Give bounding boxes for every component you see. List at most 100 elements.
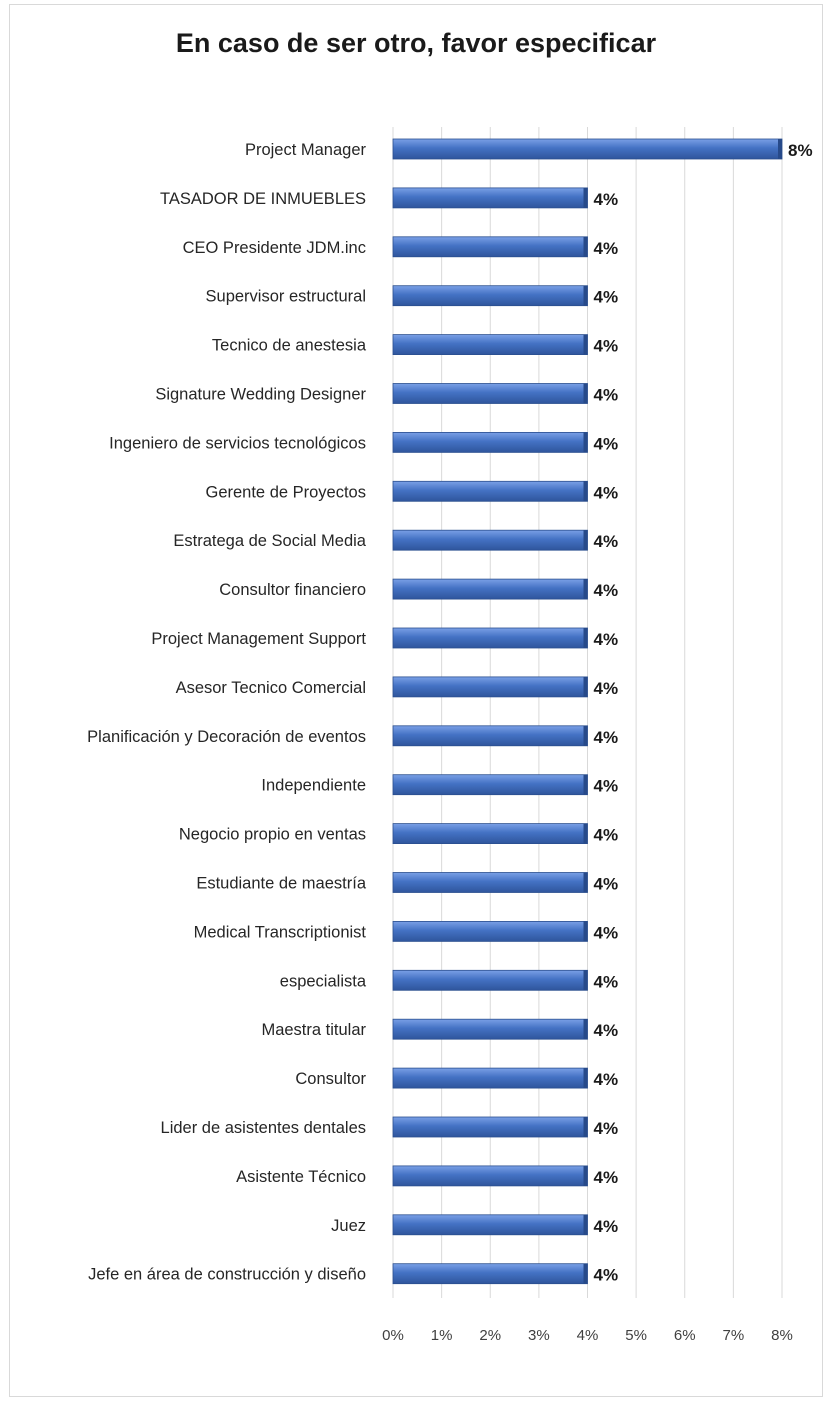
category-labels: Project Manager TASADOR DE INMUEBLES CEO P… — [87, 141, 367, 1284]
bar-end-face — [583, 872, 588, 893]
data-label: 4% — [594, 337, 619, 356]
bar-end-face — [583, 187, 588, 208]
bar-end-face — [583, 1019, 588, 1040]
category-label: Lider de asistentes dentales — [161, 1119, 366, 1137]
gridlines — [392, 127, 783, 1298]
category-label: CEO Presidente JDM.inc — [183, 239, 366, 257]
category-label: Consultor financiero — [219, 581, 366, 599]
data-label: 4% — [594, 972, 619, 991]
bar — [392, 334, 588, 356]
category-label: Supervisor estructural — [206, 288, 366, 306]
data-label: 4% — [594, 1070, 619, 1089]
bar — [392, 823, 588, 844]
category-label: Maestra titular — [261, 1021, 366, 1039]
data-label: 4% — [594, 826, 619, 845]
data-label: 4% — [594, 434, 619, 453]
bar — [392, 431, 588, 453]
bar — [392, 921, 588, 942]
bar-end-face — [583, 285, 588, 306]
bar — [392, 676, 588, 698]
bar — [392, 1214, 588, 1236]
category-label: Ingeniero de servicios tecnológicos — [109, 434, 366, 452]
bar-end-face — [583, 1165, 588, 1186]
bar — [392, 774, 588, 796]
bar-end-face — [583, 725, 588, 746]
bar — [392, 187, 588, 209]
data-label: 4% — [594, 923, 619, 942]
data-label: 4% — [594, 1021, 619, 1040]
bar — [392, 627, 588, 649]
bar — [392, 529, 588, 551]
data-label: 4% — [594, 728, 619, 747]
bar — [392, 138, 783, 160]
data-label: 4% — [594, 581, 619, 600]
bar-end-face — [583, 1214, 588, 1235]
data-label: 8% — [788, 141, 813, 160]
data-label: 4% — [594, 875, 619, 894]
category-label: Estudiante de maestría — [196, 875, 367, 893]
bar-end-face — [583, 432, 588, 453]
category-label: Project Manager — [245, 141, 367, 159]
x-tick-label: 4% — [577, 1327, 599, 1344]
bar — [392, 236, 588, 258]
category-label: Juez — [331, 1217, 366, 1235]
bar-end-face — [583, 579, 588, 600]
data-label: 4% — [594, 1217, 619, 1236]
category-label: Tecnico de anestesia — [212, 337, 367, 355]
category-label: Negocio propio en ventas — [179, 826, 366, 844]
chart-title: En caso de ser otro, favor especificar — [175, 28, 657, 58]
bar-end-face — [583, 676, 588, 697]
category-label: especialista — [280, 972, 367, 990]
bar — [392, 1067, 588, 1089]
category-label: Consultor — [295, 1070, 366, 1088]
x-tick-label: 6% — [674, 1327, 696, 1344]
bar-end-face — [583, 823, 588, 844]
data-label: 4% — [594, 386, 619, 405]
bar-end-face — [583, 530, 588, 551]
data-label: 4% — [594, 288, 619, 307]
category-label: Planificación y Decoración de eventos — [87, 728, 366, 746]
data-label: 4% — [594, 239, 619, 258]
bar-end-face — [583, 334, 588, 355]
bar-end-face — [583, 1117, 588, 1137]
category-label: TASADOR DE INMUEBLES — [160, 190, 366, 208]
x-tick-label: 0% — [382, 1327, 404, 1344]
x-tick-label: 3% — [528, 1327, 550, 1344]
category-label: Jefe en área de construcción y diseño — [88, 1266, 366, 1284]
category-label: Project Management Support — [151, 630, 366, 648]
category-label: Asesor Tecnico Comercial — [176, 679, 366, 697]
category-label: Medical Transcriptionist — [194, 923, 367, 941]
bar — [392, 383, 588, 404]
x-tick-label: 8% — [771, 1327, 793, 1344]
category-label: Gerente de Proyectos — [205, 483, 366, 501]
category-label: Independiente — [261, 777, 366, 795]
x-tick-label: 7% — [723, 1327, 745, 1344]
data-labels: 8% 4% 4% 4% 4% 4% 4% 4% 4% 4% 4% 4% 4% 4% 4% 4% 4% 4% 4% 4%… — [594, 141, 813, 1285]
data-label: 4% — [594, 1266, 619, 1285]
bar — [392, 285, 588, 307]
bar-end-face — [583, 481, 588, 502]
bar-end-face — [583, 774, 588, 795]
bar-end-face — [583, 1263, 588, 1284]
bar — [392, 725, 588, 747]
bar — [392, 578, 588, 600]
bar-end-face — [583, 628, 588, 648]
data-label: 4% — [594, 1119, 619, 1138]
data-label: 4% — [594, 777, 619, 796]
data-label: 4% — [594, 1168, 619, 1187]
data-label: 4% — [594, 190, 619, 209]
bar — [392, 1116, 588, 1138]
bar — [392, 1165, 588, 1187]
category-label: Asistente Técnico — [236, 1168, 366, 1186]
bar-end-face — [778, 139, 782, 159]
data-label: 4% — [594, 630, 619, 649]
x-tick-label: 5% — [625, 1327, 647, 1344]
bar — [392, 872, 588, 893]
bar — [392, 1263, 588, 1285]
category-label: Estratega de Social Media — [173, 532, 366, 550]
bar — [392, 480, 588, 502]
bar-end-face — [583, 921, 588, 942]
category-label: Signature Wedding Designer — [155, 386, 366, 404]
x-tick-label: 2% — [479, 1327, 501, 1344]
